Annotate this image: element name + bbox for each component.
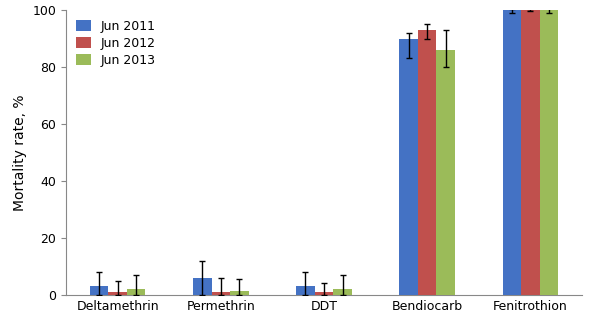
Y-axis label: Mortality rate, %: Mortality rate, % (13, 94, 27, 211)
Bar (230, 290, 248, 295)
Legend: Jun 2011, Jun 2012, Jun 2013: Jun 2011, Jun 2012, Jun 2013 (72, 16, 160, 70)
Bar (90, 286, 109, 295)
Bar (539, 10, 558, 295)
Bar (521, 10, 539, 295)
Bar (296, 286, 315, 295)
Bar (400, 39, 418, 295)
Bar (418, 30, 436, 295)
Bar (127, 289, 145, 295)
Bar (109, 292, 127, 295)
Bar (503, 10, 521, 295)
Bar (333, 289, 352, 295)
Bar (212, 292, 230, 295)
Bar (315, 292, 333, 295)
Bar (193, 278, 212, 295)
Bar (436, 50, 455, 295)
